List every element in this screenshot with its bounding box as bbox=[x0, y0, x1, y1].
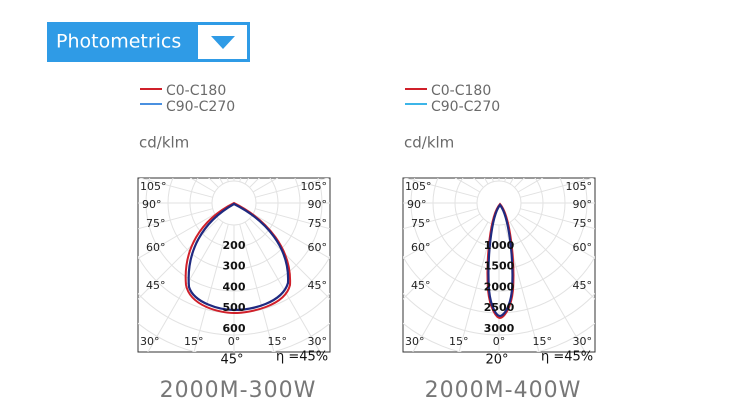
grid-spoke bbox=[509, 178, 515, 185]
polar-grid bbox=[138, 178, 330, 352]
curve-c90-c270 bbox=[187, 202, 290, 312]
panels: C0-C180C90-C270cd/klm105°90°75°60°45°30°… bbox=[137, 83, 596, 403]
angle-label: 45° bbox=[573, 279, 593, 292]
grid-spoke bbox=[473, 178, 484, 188]
dropdown-button[interactable]: Photometrics bbox=[47, 22, 250, 62]
angle-label: 75° bbox=[411, 217, 431, 230]
efficiency: η =45% bbox=[276, 350, 328, 365]
grid-spoke bbox=[252, 178, 279, 193]
legend-label: C0-C180 bbox=[431, 83, 491, 99]
beam-angle: 45° bbox=[220, 353, 243, 368]
legend-label: C0-C180 bbox=[166, 83, 226, 99]
angle-label: 0° bbox=[493, 335, 506, 348]
beam-angle: 20° bbox=[485, 353, 508, 368]
angle-label: 105° bbox=[405, 180, 432, 193]
angle-label: 75° bbox=[146, 217, 166, 230]
radial-label: 1000 bbox=[484, 239, 515, 252]
radial-label: 300 bbox=[223, 260, 246, 273]
radial-label: 1500 bbox=[484, 260, 515, 273]
angle-label: 30° bbox=[405, 335, 425, 348]
grid-spoke bbox=[138, 218, 219, 300]
grid-spoke bbox=[249, 178, 260, 188]
grid-spoke bbox=[403, 208, 478, 230]
unit-label: cd/klm bbox=[404, 134, 454, 152]
grid-spoke bbox=[517, 213, 595, 260]
curve-c90-c270 bbox=[487, 203, 514, 318]
grid-spoke bbox=[252, 213, 330, 260]
angle-label: 60° bbox=[573, 241, 593, 254]
angle-label: 15° bbox=[184, 335, 204, 348]
angle-label: 45° bbox=[308, 279, 328, 292]
unit-label: cd/klm bbox=[139, 134, 189, 152]
radial-label: 600 bbox=[223, 322, 246, 335]
polar-grid bbox=[403, 178, 595, 352]
grid-spoke bbox=[138, 208, 213, 230]
caption: 2000M-400W bbox=[425, 378, 582, 403]
grid-spoke bbox=[458, 224, 494, 352]
grid-spoke bbox=[412, 221, 489, 352]
angle-label: 60° bbox=[146, 241, 166, 254]
angle-label: 90° bbox=[308, 198, 328, 211]
grid-spoke bbox=[147, 221, 224, 352]
radial-label: 400 bbox=[223, 280, 246, 293]
grid-spoke bbox=[403, 218, 484, 300]
radial-label: 2000 bbox=[484, 280, 515, 293]
angle-label: 60° bbox=[308, 241, 328, 254]
grid-spoke bbox=[520, 208, 595, 230]
angle-label: 105° bbox=[301, 180, 328, 193]
radial-label: 500 bbox=[223, 301, 246, 314]
angle-label: 90° bbox=[407, 198, 427, 211]
radial-label: 3000 bbox=[484, 322, 515, 335]
grid-spoke bbox=[138, 178, 213, 198]
angle-label: 105° bbox=[140, 180, 167, 193]
angle-label: 15° bbox=[449, 335, 469, 348]
grid-spoke bbox=[244, 178, 250, 185]
angle-label: 15° bbox=[533, 335, 553, 348]
angle-label: 90° bbox=[573, 198, 593, 211]
grid-spoke bbox=[517, 178, 544, 193]
caption: 2000M-300W bbox=[160, 378, 317, 403]
grid-spoke bbox=[193, 224, 229, 352]
grid-spoke bbox=[504, 178, 507, 182]
angle-label: 30° bbox=[308, 335, 328, 348]
angle-label: 75° bbox=[308, 217, 328, 230]
grid-spoke bbox=[255, 208, 330, 230]
grid-spoke bbox=[249, 218, 330, 300]
angle-label: 75° bbox=[573, 217, 593, 230]
angle-label: 60° bbox=[411, 241, 431, 254]
legend-label: C90-C270 bbox=[431, 99, 500, 115]
grid-spoke bbox=[509, 221, 586, 352]
grid-spoke bbox=[403, 213, 481, 260]
angle-label: 30° bbox=[140, 335, 160, 348]
grid-spoke bbox=[403, 178, 478, 198]
angle-label: 30° bbox=[573, 335, 593, 348]
angle-label: 90° bbox=[142, 198, 162, 211]
efficiency: η =45% bbox=[541, 350, 593, 365]
angle-label: 45° bbox=[146, 279, 166, 292]
radial-label: 2500 bbox=[484, 301, 515, 314]
legend-label: C90-C270 bbox=[166, 99, 235, 115]
grid-spoke bbox=[138, 213, 216, 260]
angle-label: 105° bbox=[566, 180, 593, 193]
grid-spoke bbox=[255, 178, 330, 198]
radial-label: 200 bbox=[223, 239, 246, 252]
button-label: Photometrics bbox=[56, 31, 181, 53]
grid-spoke bbox=[520, 178, 595, 198]
grid-spoke bbox=[244, 221, 321, 352]
angle-label: 0° bbox=[228, 335, 241, 348]
angle-label: 45° bbox=[411, 279, 431, 292]
angle-label: 15° bbox=[268, 335, 288, 348]
grid-spoke bbox=[239, 224, 275, 352]
grid-spoke bbox=[514, 178, 525, 188]
arrow-icon bbox=[211, 36, 235, 49]
grid-spoke bbox=[208, 178, 219, 188]
grid-spoke bbox=[514, 218, 595, 300]
